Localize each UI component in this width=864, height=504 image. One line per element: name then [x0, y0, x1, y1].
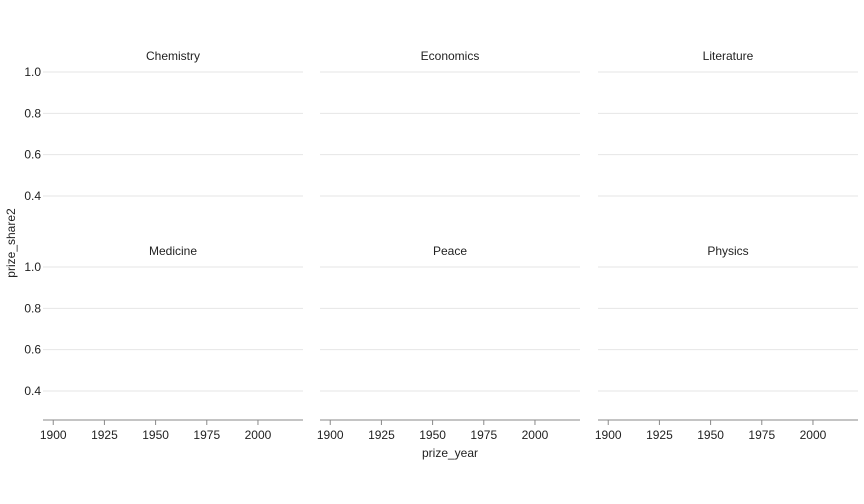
x-tick-label: 1900 — [595, 428, 622, 442]
x-tick-label: 1925 — [368, 428, 395, 442]
x-tick-label: 1975 — [470, 428, 497, 442]
y-axis-title: prize_share2 — [4, 208, 18, 278]
y-tick-label: 0.8 — [24, 106, 41, 120]
facet-panel-economics: Economics — [320, 49, 580, 197]
facet-panel-literature: Literature — [598, 49, 858, 197]
x-tick-label: 2000 — [245, 428, 272, 442]
x-tick-label: 1975 — [748, 428, 775, 442]
y-tick-label: 0.4 — [24, 384, 41, 398]
x-tick-label: 1925 — [646, 428, 673, 442]
x-tick-label: 1950 — [697, 428, 724, 442]
facet-title-peace: Peace — [433, 244, 467, 258]
facet-title-medicine: Medicine — [149, 244, 197, 258]
facet-panel-peace: Peace 1900 1925 1950 1975 2000 — [317, 244, 580, 442]
y-tick-label: 0.4 — [24, 189, 41, 203]
x-tick-label: 1900 — [40, 428, 67, 442]
facet-title-physics: Physics — [707, 244, 748, 258]
x-tick-label: 1950 — [419, 428, 446, 442]
x-tick-label: 1925 — [91, 428, 118, 442]
x-tick-label: 2000 — [800, 428, 827, 442]
facet-title-chemistry: Chemistry — [146, 49, 200, 63]
facet-title-literature: Literature — [703, 49, 754, 63]
facet-panel-medicine: Medicine 0.4 0.6 0.8 1.0 1900 1925 1950 1975 2000 — [24, 244, 303, 442]
y-tick-label: 0.8 — [24, 301, 41, 315]
facets-layer: Chemistry 0.4 0.6 0.8 1.0 Economics Literature… — [24, 49, 858, 442]
facet-panel-chemistry: Chemistry 0.4 0.6 0.8 1.0 — [24, 49, 303, 203]
x-tick-label: 1975 — [193, 428, 220, 442]
y-tick-label: 0.6 — [24, 343, 41, 357]
y-tick-label: 1.0 — [24, 65, 41, 79]
x-axis-title: prize_year — [422, 446, 478, 460]
y-tick-label: 1.0 — [24, 260, 41, 274]
x-tick-label: 1950 — [142, 428, 169, 442]
facet-panel-physics: Physics 1900 1925 1950 1975 2000 — [595, 244, 858, 442]
x-tick-label: 1900 — [317, 428, 344, 442]
y-tick-label: 0.6 — [24, 148, 41, 162]
facet-title-economics: Economics — [421, 49, 480, 63]
x-tick-label: 2000 — [522, 428, 549, 442]
